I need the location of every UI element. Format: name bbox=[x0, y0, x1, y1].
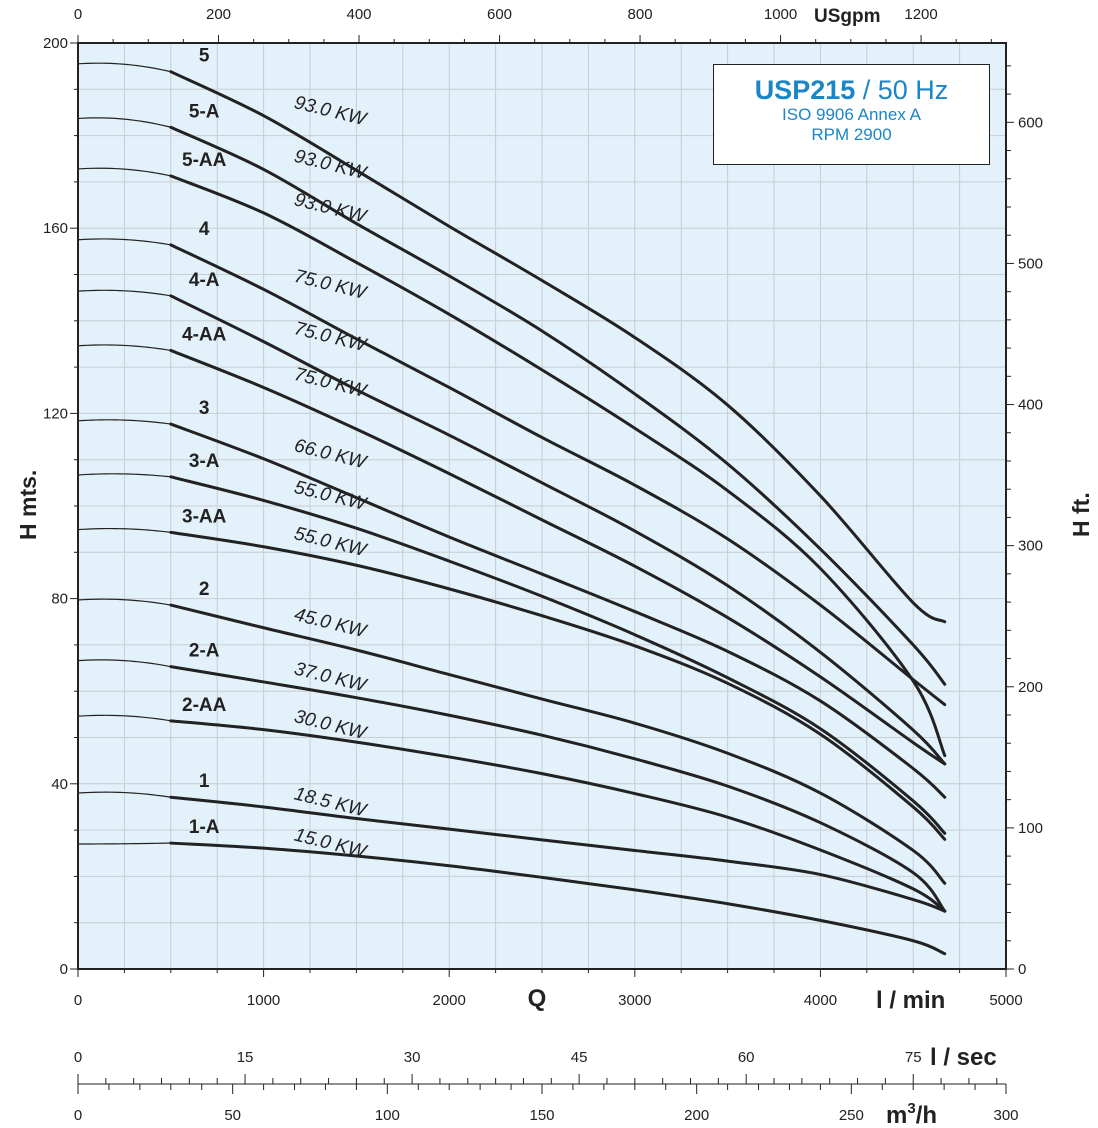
m3h-unit-sup: 3 bbox=[907, 1100, 915, 1117]
q-label: Q bbox=[528, 985, 547, 1012]
top-tick-label: 1200 bbox=[904, 6, 937, 23]
pump-curve bbox=[169, 125, 947, 686]
x-tick-label: 0 bbox=[74, 992, 82, 1009]
curve-label: 1-A bbox=[189, 817, 220, 838]
curve-extension-line bbox=[77, 473, 171, 478]
lsec-tick-label: 30 bbox=[404, 1049, 421, 1066]
m3h-tick-label: 150 bbox=[529, 1107, 554, 1124]
y-tick-label: 0 bbox=[60, 961, 68, 978]
lsec-unit-label: l / sec bbox=[930, 1044, 997, 1071]
curve-extension-line bbox=[77, 659, 171, 668]
right-tick-label: 0 bbox=[1018, 961, 1026, 978]
frequency-label: / 50 Hz bbox=[855, 75, 949, 105]
x-tick-label: 1000 bbox=[247, 992, 280, 1009]
x-tick-label: 2000 bbox=[433, 992, 466, 1009]
top-tick-label: 800 bbox=[628, 6, 653, 23]
right-axis-label: H ft. bbox=[1068, 492, 1094, 537]
pump-curve bbox=[169, 795, 947, 913]
y-tick-label: 80 bbox=[51, 591, 68, 608]
top-tick-label: 600 bbox=[487, 6, 512, 23]
lsec-tick-label: 60 bbox=[738, 1049, 755, 1066]
pump-curve bbox=[169, 348, 947, 766]
curve-extension-line bbox=[77, 238, 171, 246]
lsec-tick-label: 45 bbox=[571, 1049, 588, 1066]
right-tick-label: 600 bbox=[1018, 114, 1043, 131]
y-tick-label: 40 bbox=[51, 776, 68, 793]
left-axis-label: H mts. bbox=[15, 470, 41, 540]
curve-label: 3-AA bbox=[182, 506, 227, 527]
lsec-tick-label: 15 bbox=[237, 1049, 254, 1066]
right-tick-label: 300 bbox=[1018, 538, 1043, 555]
chart-title: USP215 / 50 Hz bbox=[714, 75, 989, 105]
pump-curve bbox=[169, 665, 947, 913]
curve-extension-line bbox=[77, 714, 171, 722]
pump-curve bbox=[169, 475, 947, 835]
curve-extension-line bbox=[77, 791, 171, 798]
model-name: USP215 bbox=[754, 75, 856, 105]
curve-label: 2-AA bbox=[182, 695, 227, 716]
x-tick-label: 3000 bbox=[618, 992, 651, 1009]
top-tick-label: 1000 bbox=[764, 6, 797, 23]
pump-curve bbox=[169, 530, 947, 841]
top-tick-label: 400 bbox=[347, 6, 372, 23]
lsec-tick-label: 0 bbox=[74, 1049, 82, 1066]
curve-label: 5 bbox=[199, 46, 210, 67]
right-tick-label: 500 bbox=[1018, 255, 1043, 272]
pump-curve bbox=[169, 243, 947, 707]
pump-curve bbox=[169, 719, 947, 913]
pump-curve bbox=[169, 70, 947, 624]
lmin-unit-label: l / min bbox=[876, 987, 945, 1014]
m3h-tick-label: 100 bbox=[375, 1107, 400, 1124]
curve-extension-line bbox=[77, 842, 171, 845]
x-tick-label: 5000 bbox=[989, 992, 1022, 1009]
rpm-label: RPM 2900 bbox=[811, 125, 892, 144]
usgpm-unit-label: USgpm bbox=[814, 6, 881, 27]
right-tick-label: 400 bbox=[1018, 397, 1043, 414]
curve-label: 4 bbox=[199, 219, 210, 240]
m3h-unit-label: m3/h bbox=[886, 1100, 937, 1128]
top-tick-label: 200 bbox=[206, 6, 231, 23]
m3h-tick-label: 50 bbox=[224, 1107, 241, 1124]
m3h-tick-label: 250 bbox=[839, 1107, 864, 1124]
m3h-unit-base: m bbox=[886, 1102, 907, 1128]
pump-curve bbox=[169, 294, 947, 766]
right-tick-label: 200 bbox=[1018, 679, 1043, 696]
m3h-tick-label: 200 bbox=[684, 1107, 709, 1124]
pump-curve bbox=[169, 174, 947, 758]
curve-extension-line bbox=[77, 344, 171, 352]
curve-extension-line bbox=[77, 289, 171, 297]
curve-extension-line bbox=[77, 527, 171, 533]
lsec-tick-label: 75 bbox=[905, 1049, 922, 1066]
curve-extension-line bbox=[77, 598, 171, 606]
curve-label: 3-A bbox=[189, 451, 220, 472]
y-tick-label: 200 bbox=[43, 35, 68, 52]
y-tick-label: 160 bbox=[43, 220, 68, 237]
chart-title-box: USP215 / 50 Hz ISO 9906 Annex A RPM 2900 bbox=[713, 64, 990, 165]
top-tick-label: 0 bbox=[74, 6, 82, 23]
curve-label: 5-A bbox=[189, 101, 220, 122]
m3h-tick-label: 300 bbox=[993, 1107, 1018, 1124]
curve-extension-line bbox=[77, 419, 171, 425]
curve-label: 1 bbox=[199, 771, 210, 792]
pump-curve bbox=[169, 841, 947, 956]
y-tick-label: 120 bbox=[43, 405, 68, 422]
curve-extension-line bbox=[77, 167, 171, 177]
standard-label: ISO 9906 Annex A bbox=[782, 105, 921, 124]
curve-label: 2-A bbox=[189, 641, 220, 662]
curve-extension-line bbox=[77, 117, 171, 128]
curve-label: 4-A bbox=[189, 270, 220, 291]
curve-label: 2 bbox=[199, 579, 210, 600]
pump-curve bbox=[169, 422, 947, 799]
right-tick-label: 100 bbox=[1018, 820, 1043, 837]
m3h-tick-label: 0 bbox=[74, 1107, 82, 1124]
x-tick-label: 4000 bbox=[804, 992, 837, 1009]
m3h-unit-tail: /h bbox=[916, 1102, 937, 1128]
curve-label: 5-AA bbox=[182, 150, 227, 171]
curve-label: 4-AA bbox=[182, 324, 227, 345]
curve-label: 3 bbox=[199, 398, 210, 419]
curve-extension-line bbox=[77, 62, 171, 73]
pump-curve bbox=[169, 603, 947, 885]
